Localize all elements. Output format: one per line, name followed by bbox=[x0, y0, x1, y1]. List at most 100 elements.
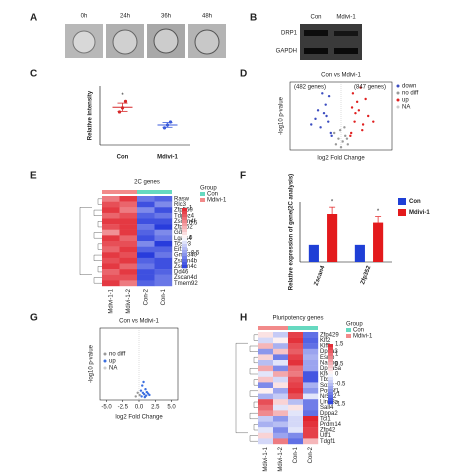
point bbox=[162, 126, 167, 130]
heat-cell bbox=[119, 229, 138, 236]
heat-cell bbox=[288, 365, 304, 372]
heat-cell bbox=[258, 427, 274, 433]
colorbar-step bbox=[182, 259, 187, 263]
heat-cell bbox=[102, 207, 120, 214]
x-tick-label: -5.0 bbox=[101, 405, 112, 411]
heat-cell bbox=[273, 360, 289, 366]
heat-cell bbox=[273, 404, 289, 411]
point bbox=[148, 393, 151, 397]
colorbar-step bbox=[328, 395, 333, 399]
point bbox=[346, 143, 349, 146]
legend-swatch bbox=[103, 359, 107, 363]
dendrogram bbox=[235, 343, 248, 433]
point bbox=[334, 143, 338, 146]
row-label: Klf5 bbox=[320, 344, 331, 350]
heat-cell bbox=[119, 263, 138, 270]
legend-label: Con bbox=[409, 199, 421, 205]
heat-cell bbox=[119, 257, 138, 264]
heat-cell bbox=[258, 337, 274, 344]
row-label: Sall4 bbox=[320, 405, 334, 411]
bar bbox=[354, 244, 365, 262]
legend-title: Group bbox=[200, 186, 217, 192]
heat-cell bbox=[303, 393, 319, 400]
point bbox=[325, 114, 328, 118]
heat-cell bbox=[273, 348, 289, 355]
heat-cell bbox=[288, 343, 304, 349]
heat-cell bbox=[137, 280, 155, 287]
point bbox=[361, 128, 364, 132]
heat-cell bbox=[102, 241, 120, 247]
colorbar-step bbox=[182, 253, 187, 257]
heat-cell bbox=[303, 360, 319, 366]
heat-cell bbox=[288, 427, 304, 433]
point bbox=[359, 86, 362, 89]
legend-label: NA bbox=[402, 105, 410, 111]
heat-cell bbox=[258, 421, 274, 428]
heat-cell bbox=[303, 371, 319, 377]
chart-title: Con vs Mdivi-1 bbox=[321, 73, 361, 79]
panel-label: H bbox=[240, 313, 247, 324]
colorbar-step bbox=[182, 241, 187, 245]
point bbox=[354, 111, 357, 115]
group-bar bbox=[288, 326, 303, 330]
heat-cell bbox=[303, 354, 319, 361]
heat-cell bbox=[102, 274, 120, 281]
point bbox=[357, 109, 361, 112]
legend-label: up bbox=[402, 98, 409, 104]
legend-label: Mdivi-1 bbox=[409, 210, 430, 216]
colorbar-step bbox=[328, 362, 333, 366]
heat-cell bbox=[303, 382, 319, 389]
x-label: log2 Fold Change bbox=[115, 415, 163, 421]
column-label: Mdivi-1-1 bbox=[263, 446, 269, 471]
heat-cell bbox=[102, 252, 120, 259]
dendrogram bbox=[97, 243, 102, 250]
heat-cell bbox=[137, 224, 155, 230]
group-bar bbox=[303, 326, 318, 330]
heat-cell bbox=[303, 343, 319, 349]
heat-cell bbox=[102, 235, 120, 242]
dendrogram bbox=[253, 357, 258, 363]
heat-cell bbox=[288, 421, 304, 428]
cell bbox=[153, 28, 179, 54]
bar bbox=[327, 214, 338, 262]
heat-cell bbox=[273, 365, 289, 372]
heat-cell bbox=[288, 438, 304, 445]
heat-cell bbox=[154, 201, 173, 208]
heat-cell bbox=[303, 376, 319, 383]
heat-cell bbox=[303, 432, 319, 439]
point bbox=[316, 109, 320, 112]
group-bar bbox=[258, 326, 273, 330]
heat-cell bbox=[258, 348, 274, 355]
colorbar-step bbox=[182, 256, 187, 260]
heat-cell bbox=[258, 382, 274, 389]
heat-cell bbox=[119, 218, 138, 225]
dendrogram bbox=[79, 207, 92, 275]
heat-cell bbox=[154, 263, 173, 270]
panel-label: F bbox=[240, 171, 246, 182]
heat-cell bbox=[102, 257, 120, 264]
heat-cell bbox=[288, 432, 304, 439]
heat-cell bbox=[288, 416, 304, 422]
heat-cell bbox=[288, 360, 304, 366]
row-label: Dppa2 bbox=[320, 411, 338, 417]
group-bar bbox=[154, 190, 172, 194]
point bbox=[168, 120, 173, 124]
timepoint: 24h bbox=[120, 14, 130, 20]
heat-cell bbox=[137, 212, 155, 219]
heat-cell bbox=[137, 274, 155, 281]
heat-cell bbox=[119, 252, 138, 259]
point bbox=[322, 111, 326, 115]
band bbox=[304, 30, 328, 36]
band bbox=[334, 31, 358, 36]
heat-cell bbox=[258, 354, 274, 361]
legend-swatch bbox=[200, 192, 205, 196]
heat-cell bbox=[154, 235, 173, 242]
heat-cell bbox=[258, 404, 274, 411]
legend-label: up bbox=[109, 359, 116, 365]
colorbar-step bbox=[328, 401, 333, 405]
heat-cell bbox=[288, 354, 304, 361]
heat-cell bbox=[154, 218, 173, 225]
point bbox=[330, 134, 333, 138]
point bbox=[367, 114, 370, 118]
